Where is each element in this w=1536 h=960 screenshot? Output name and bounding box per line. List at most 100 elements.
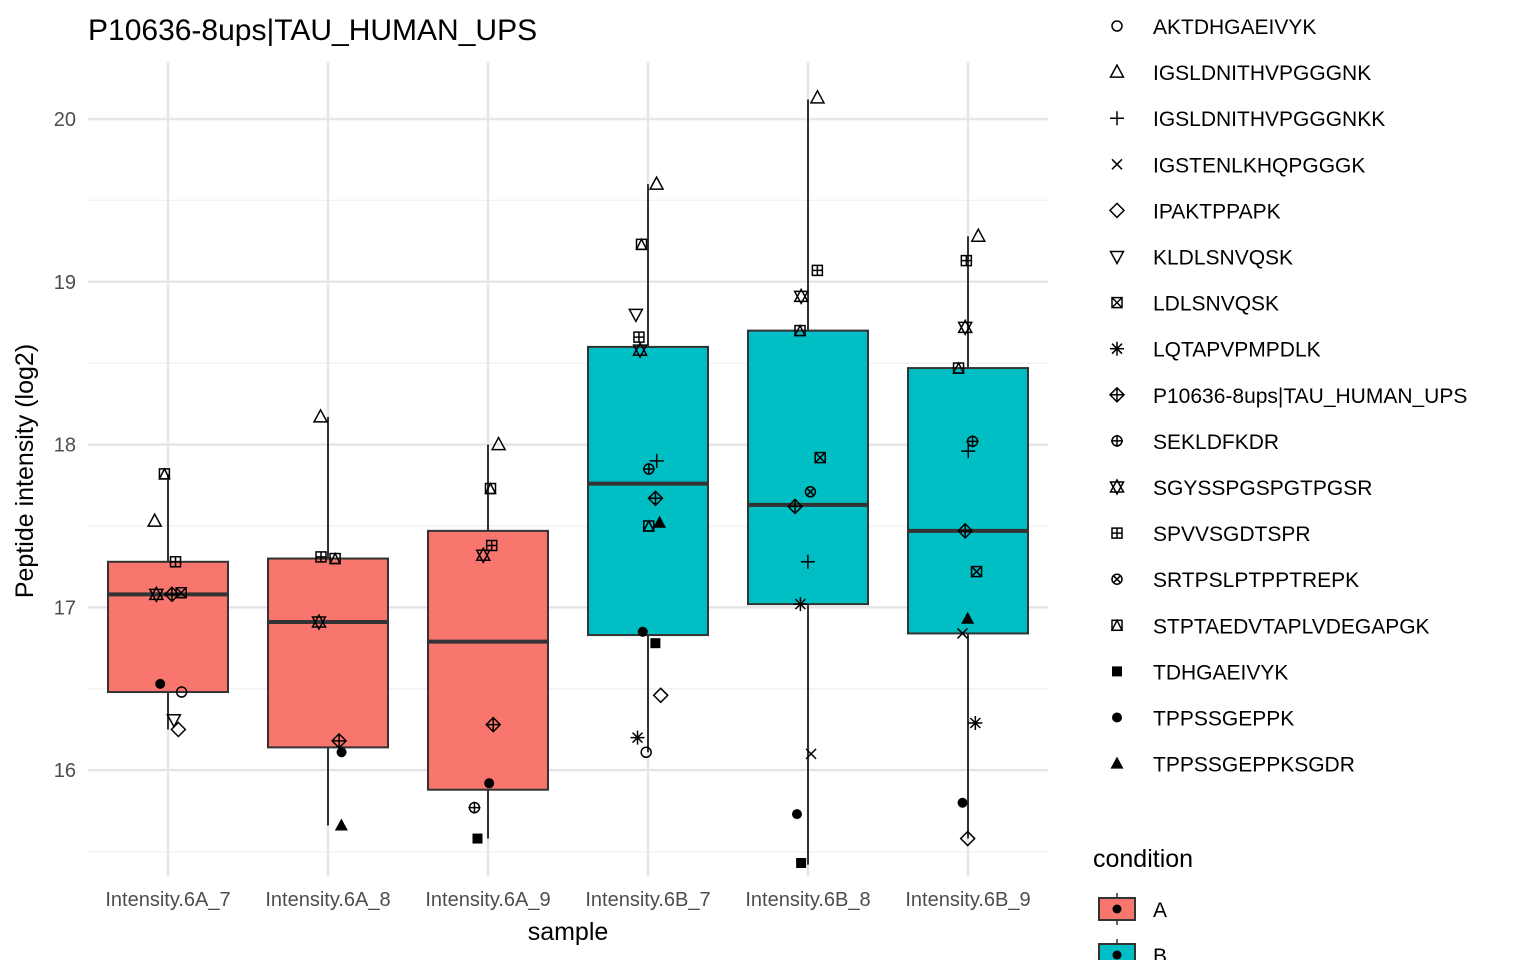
point-SPVVSGDTSPR	[960, 254, 973, 267]
legend-item-condition: A	[1098, 893, 1167, 925]
boxes	[107, 99, 1029, 865]
point-LQTAPVPMPDLK	[968, 715, 983, 730]
point-SPVVSGDTSPR	[485, 539, 498, 552]
legend-item-peptide: P10636-8ups|TAU_HUMAN_UPS	[1108, 385, 1467, 408]
point-KLDLSNVQSK	[628, 308, 644, 323]
point-IGSLDNITHVPGGGNK	[809, 89, 826, 104]
legend-key-icon	[1112, 666, 1122, 677]
point-AKTDHGAEIVYK	[175, 686, 188, 698]
x-tick-label: Intensity.6B_8	[745, 889, 870, 911]
legend-key-icon	[1109, 250, 1125, 266]
point-TDHGAEIVYK	[650, 638, 661, 649]
point-IGSTENLKHQPGGGK	[805, 748, 817, 760]
legend-item-peptide: IGSTENLKHQPGGGK	[1111, 154, 1365, 177]
x-tick-label: Intensity.6A_9	[425, 889, 550, 911]
x-tick-label: Intensity.6B_9	[905, 889, 1030, 911]
legend-key-icon	[1111, 527, 1123, 539]
legend-item-condition: B	[1098, 939, 1167, 960]
legend-label: LDLSNVQSK	[1153, 293, 1279, 316]
point-STPTAEDVTAPLVDEGAPGK	[328, 551, 342, 565]
point-SGYSSPGSPGTPGSR	[311, 613, 327, 631]
point-P10636-8ups|TAU_HUMAN_UPS	[485, 716, 502, 733]
point-SRTPSLPTPPTREPK	[804, 486, 817, 498]
legend-item-peptide: SPVVSGDTSPR	[1111, 523, 1311, 546]
legend-item-peptide: SGYSSPGSPGTPGSR	[1109, 477, 1372, 500]
box-body	[427, 529, 549, 791]
point-IGSTENLKHQPGGGK	[956, 627, 969, 639]
point-TPPSSGEPPKSGDR	[961, 611, 975, 624]
point-STPTAEDVTAPLVDEGAPGK	[484, 481, 497, 495]
condition-legend-title: condition	[1093, 845, 1193, 873]
legend-item-peptide: AKTDHGAEIVYK	[1111, 16, 1316, 39]
point-P10636-8ups|TAU_HUMAN_UPS	[647, 490, 664, 507]
box-body	[267, 557, 389, 749]
point-IPAKTPPAPK	[959, 830, 976, 847]
point-SPVVSGDTSPR	[315, 551, 327, 563]
point-P10636-8ups|TAU_HUMAN_UPS	[786, 498, 804, 515]
boxplot-Intensity.6A_9	[427, 444, 549, 839]
legend-label: IGSLDNITHVPGGGNK	[1153, 62, 1371, 85]
y-tick-label: 16	[54, 760, 76, 782]
point-IPAKTPPAPK	[652, 687, 669, 704]
point-STPTAEDVTAPLVDEGAPGK	[158, 467, 171, 480]
point-IGSLDNITHVPGGGNK	[312, 408, 329, 423]
legend-label: TPPSSGEPPKSGDR	[1153, 754, 1355, 777]
point-P10636-8ups|TAU_HUMAN_UPS	[331, 732, 348, 749]
point-STPTAEDVTAPLVDEGAPGK	[642, 519, 655, 532]
point-IGSLDNITHVPGGGNK	[648, 175, 665, 190]
point-TDHGAEIVYK	[796, 857, 807, 868]
legend-label: SRTPSLPTPPTREPK	[1153, 569, 1359, 592]
point-TPPSSGEPPK	[637, 626, 648, 637]
legend-item-peptide: SEKLDFKDR	[1111, 431, 1279, 454]
legend-label: TDHGAEIVYK	[1153, 661, 1288, 684]
legend-key-icon	[1109, 478, 1125, 496]
y-tick-label: 17	[54, 597, 76, 619]
legend-label: TPPSSGEPPK	[1153, 708, 1294, 731]
point-KLDLSNVQSK	[166, 713, 182, 729]
point-SPVVSGDTSPR	[633, 331, 645, 343]
point-SGYSSPGSPGTPGSR	[148, 585, 165, 603]
boxplot-Intensity.6B_7	[587, 184, 709, 753]
legend-label: SGYSSPGSPGTPGSR	[1153, 477, 1372, 500]
point-SGYSSPGSPGTPGSR	[475, 546, 492, 564]
legend-item-peptide: IGSLDNITHVPGGGNK	[1109, 62, 1371, 85]
legend-item-peptide: KLDLSNVQSK	[1109, 247, 1293, 270]
box-body	[587, 345, 709, 637]
point-IGSLDNITHVPGGGNKK	[961, 444, 976, 459]
legend-label: AKTDHGAEIVYK	[1153, 16, 1316, 39]
legend-label: B	[1153, 945, 1167, 960]
point-SPVVSGDTSPR	[811, 264, 824, 277]
y-tick-label: 19	[54, 272, 76, 294]
point-TPPSSGEPPK	[484, 778, 495, 789]
legend-item-peptide: IPAKTPPAPK	[1108, 200, 1281, 223]
legend-item-peptide: TPPSSGEPPK	[1112, 708, 1294, 731]
point-LQTAPVPMPDLK	[793, 597, 808, 612]
x-tick-label: Intensity.6A_8	[265, 889, 390, 911]
point-LDLSNVQSK	[814, 451, 826, 464]
legend-key-icon	[1110, 341, 1124, 356]
legend-key-point	[1112, 904, 1122, 914]
legend-label: SPVVSGDTSPR	[1153, 523, 1311, 546]
box-body	[907, 367, 1029, 635]
chart-title: P10636-8ups|TAU_HUMAN_UPS	[88, 14, 537, 47]
point-TPPSSGEPPK	[155, 678, 166, 689]
y-axis-label: Peptide intensity (log2)	[11, 344, 39, 598]
legend-key-icon	[1110, 618, 1124, 632]
point-SEKLDFKDR	[966, 435, 979, 448]
point-STPTAEDVTAPLVDEGAPGK	[952, 361, 965, 374]
legend-key-icon	[1110, 756, 1124, 769]
legend-label: LQTAPVPMPDLK	[1153, 339, 1321, 362]
point-P10636-8ups|TAU_HUMAN_UPS	[957, 522, 974, 539]
point-SPVVSGDTSPR	[169, 556, 182, 568]
x-tick-label: Intensity.6B_7	[585, 889, 710, 911]
legend-item-peptide: STPTAEDVTAPLVDEGAPGK	[1110, 615, 1430, 638]
point-SGYSSPGSPGTPGSR	[957, 318, 973, 336]
point-IGSLDNITHVPGGGNKK	[800, 554, 815, 569]
point-SEKLDFKDR	[468, 801, 481, 814]
condition-legend: condition A B	[1093, 845, 1193, 960]
x-tick-label: Intensity.6A_7	[105, 889, 230, 911]
point-LDLSNVQSK	[970, 565, 983, 578]
box-body	[107, 560, 229, 694]
legend-key-point	[1112, 950, 1122, 960]
